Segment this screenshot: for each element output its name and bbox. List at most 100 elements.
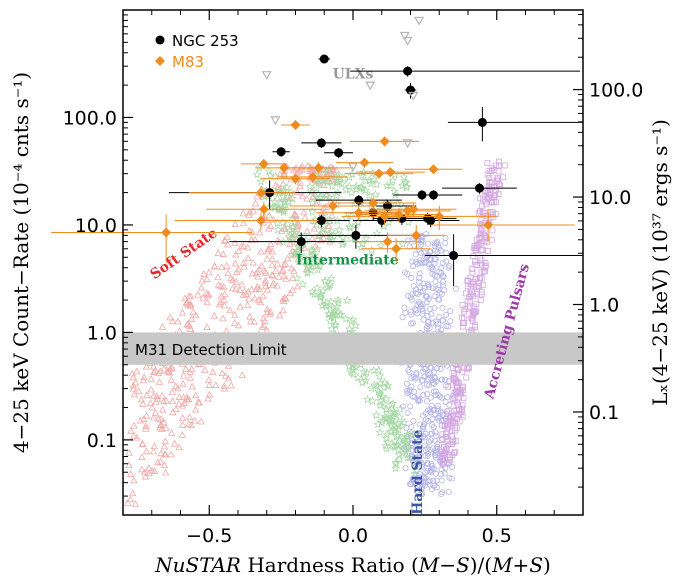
soft-state-point <box>268 255 276 262</box>
intermediate-point <box>326 273 336 283</box>
detection-limit-band <box>123 332 583 365</box>
pulsar-point <box>478 289 485 295</box>
soft-state-point <box>296 182 304 190</box>
intermediate-point <box>344 181 354 191</box>
soft-state-point <box>137 395 146 403</box>
soft-state-point <box>219 282 228 290</box>
intermediate-point <box>375 371 385 381</box>
intermediate-point <box>349 362 359 372</box>
hard-state-point <box>408 274 415 281</box>
hard-state-point <box>429 379 436 386</box>
legend-marker-ngc253 <box>155 35 165 45</box>
hard-state-point <box>433 285 440 292</box>
soft-state-point <box>149 447 158 455</box>
soft-state-point <box>214 281 223 288</box>
hard-state-point <box>428 469 435 476</box>
soft-state-point <box>151 367 159 375</box>
intermediate-point <box>400 438 410 448</box>
hard-state-point <box>443 311 450 318</box>
intermediate-point <box>278 192 288 202</box>
pulsar-point <box>469 318 476 325</box>
soft-state-point <box>223 233 231 240</box>
soft-state-point <box>220 290 229 298</box>
soft-state-point <box>293 282 302 290</box>
soft-state-point <box>164 367 173 375</box>
intermediate-point <box>323 176 333 186</box>
hard-state-point <box>428 486 435 493</box>
ngc-253-point <box>429 190 438 200</box>
intermediate-point <box>357 182 367 192</box>
hard-state-point <box>412 472 419 479</box>
intermediate-point <box>264 166 274 176</box>
soft-state-point <box>251 235 259 243</box>
hard-state-point <box>408 375 415 382</box>
hard-state-point <box>437 366 444 373</box>
region-label-intermediate: Intermediate <box>296 252 399 268</box>
soft-state-point <box>125 461 133 469</box>
ngc-253-point <box>334 148 344 158</box>
hard-state-point <box>400 403 407 410</box>
pulsar-point <box>469 269 476 276</box>
pulsar-point <box>456 418 463 425</box>
soft-state-point <box>181 294 189 302</box>
hard-state-point <box>438 326 445 333</box>
hard-state-point <box>432 388 439 395</box>
hard-state-point <box>431 293 438 300</box>
m83-point <box>258 158 269 169</box>
hard-state-point <box>439 304 446 311</box>
hard-state-point <box>428 460 435 467</box>
soft-state-point <box>130 390 139 398</box>
intermediate-point <box>403 449 413 459</box>
soft-state-point <box>126 470 135 477</box>
soft-state-point <box>162 468 170 476</box>
soft-state-point <box>146 399 155 406</box>
hard-state-point <box>437 408 444 415</box>
soft-state-point <box>219 250 227 257</box>
x-axis-title: NuSTAR Hardness Ratio (M−S)/(M+S) <box>154 553 551 577</box>
pulsar-point <box>440 460 447 467</box>
intermediate-point <box>366 179 376 188</box>
soft-state-point <box>247 317 255 325</box>
soft-state-point <box>178 414 187 421</box>
intermediate-point <box>304 257 314 267</box>
ulx-point <box>365 81 376 91</box>
soft-state-point <box>290 165 298 173</box>
soft-state-point <box>170 439 179 447</box>
m83-point <box>359 157 370 168</box>
soft-state-point <box>147 385 155 393</box>
soft-state-point <box>231 284 240 292</box>
ngc-253-point <box>406 85 415 95</box>
intermediate-point <box>284 232 294 241</box>
soft-state-point <box>142 422 150 430</box>
pulsar-point <box>450 395 456 402</box>
intermediate-point <box>325 215 335 224</box>
soft-state-point <box>191 416 199 424</box>
pulsar-point <box>467 292 474 299</box>
hard-state-point <box>441 376 448 383</box>
pulsar-point <box>493 199 499 206</box>
intermediate-point <box>381 404 391 414</box>
soft-state-point <box>263 305 271 313</box>
soft-state-point <box>232 250 240 258</box>
soft-state-point <box>204 394 212 402</box>
pulsar-point <box>492 192 498 198</box>
pulsar-point <box>484 212 490 219</box>
pulsar-point <box>488 168 495 174</box>
soft-state-point <box>209 368 217 375</box>
soft-state-point <box>239 259 248 266</box>
m83-point <box>313 162 324 173</box>
intermediate-point <box>379 377 389 387</box>
pulsar-point <box>459 402 466 409</box>
intermediate-point <box>326 297 336 306</box>
hard-state-point <box>436 289 443 296</box>
soft-state-point <box>158 425 166 433</box>
intermediate-point <box>387 426 397 436</box>
soft-state-point <box>217 292 226 300</box>
pulsar-point <box>468 281 475 287</box>
intermediate-point <box>333 229 343 239</box>
detection-limit-label: M31 Detection Limit <box>135 341 287 359</box>
hard-state-point <box>423 381 430 388</box>
hard-state-point <box>429 445 436 452</box>
intermediate-point <box>353 372 363 382</box>
intermediate-point <box>319 228 329 238</box>
